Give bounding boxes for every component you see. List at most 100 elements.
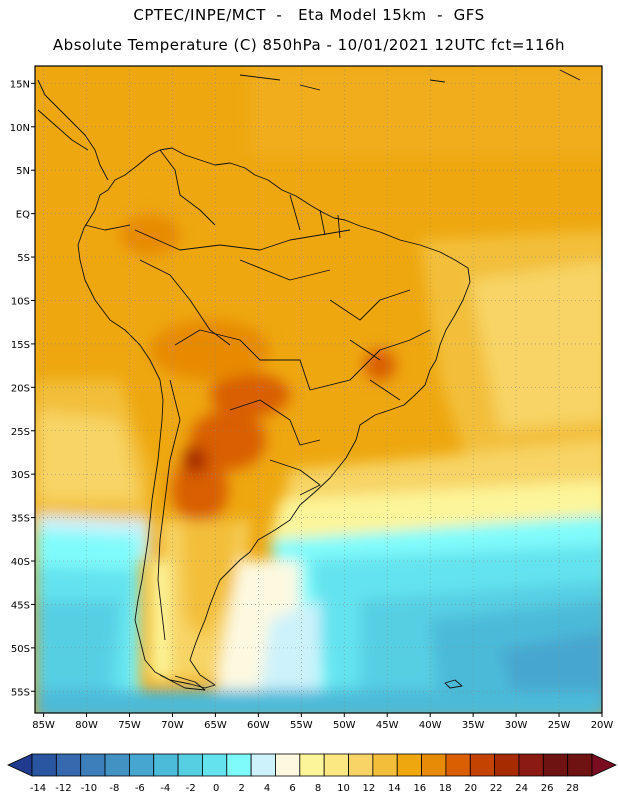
colorbar-tick-label: 18 <box>439 783 452 794</box>
colorbar-tick-label: 12 <box>363 783 376 794</box>
border-paraguay <box>229 399 321 446</box>
colorbar-bin <box>31 753 57 777</box>
colorbar-tick-label: 4 <box>264 783 270 794</box>
colorbar-tick-label: -12 <box>55 783 71 794</box>
border-uruguay <box>269 459 321 496</box>
border-brazil-states <box>239 259 411 401</box>
colorbar-tick-label: 24 <box>515 783 528 794</box>
colorbar-bin <box>80 753 106 777</box>
colorbar-bin <box>153 753 179 777</box>
lon-label: 55W <box>290 720 313 731</box>
south-america-coastline <box>77 147 471 689</box>
lat-label: 15N <box>10 79 30 90</box>
colorbar <box>7 753 617 777</box>
lat-label: 50S <box>11 644 30 655</box>
lon-label: 80W <box>75 720 98 731</box>
lat-label: 25S <box>11 427 30 438</box>
colorbar-bin <box>104 753 130 777</box>
colorbar-tick-label: 6 <box>289 783 295 794</box>
caribbean-islands <box>239 69 581 91</box>
colorbar-arrow-high <box>591 753 617 777</box>
colorbar-tick-label: 0 <box>213 783 219 794</box>
temperature-field <box>35 66 602 713</box>
border-amazon <box>134 229 351 251</box>
colorbar-bin <box>128 753 155 777</box>
border-brazil-east <box>309 329 431 391</box>
lon-label: 60W <box>247 720 270 731</box>
title-field: Absolute Temperature (C) 850hPa - 10/01/… <box>52 36 566 54</box>
colorbar-tick-label: -8 <box>109 783 119 794</box>
colorbar-tick-label: 26 <box>541 783 554 794</box>
border-guianas <box>289 194 341 239</box>
colorbar-bin <box>55 753 82 777</box>
colorbar-bin <box>494 753 520 777</box>
border-ecuador <box>84 224 131 231</box>
lon-label: 35W <box>462 720 485 731</box>
colorbar-bin <box>250 753 276 777</box>
lon-label: 75W <box>118 720 141 731</box>
lat-label: 40S <box>11 557 30 568</box>
border-venezuela-colombia <box>159 149 216 226</box>
colorbar-tick-label: 10 <box>337 783 350 794</box>
colorbar-bin <box>445 753 471 777</box>
central-america-coast <box>37 79 109 181</box>
lon-label: 85W <box>32 720 55 731</box>
colorbar-bin <box>202 753 228 777</box>
map-frame <box>34 65 603 714</box>
colorbar-tick-label: 16 <box>413 783 426 794</box>
colorbar-bin <box>396 753 422 777</box>
colorbar-tick-label: 20 <box>464 783 477 794</box>
coastlines-borders <box>37 69 581 691</box>
colorbar-bin <box>323 753 349 777</box>
lat-label: 15S <box>11 340 30 351</box>
lon-label: 65W <box>204 720 227 731</box>
colorbar-bin <box>299 753 325 777</box>
colorbar-tick-label: 2 <box>238 783 244 794</box>
lat-label: 5S <box>17 253 30 264</box>
longitude-labels: 85W 80W 75W 70W 65W 60W 55W 50W 45W 40W 35W 30W 25W 2… <box>32 713 613 731</box>
title-model: CPTEC/INPE/MCT - Eta Model 15km - GFS <box>133 6 485 24</box>
lat-label: EQ <box>16 210 30 221</box>
border-bolivia <box>174 329 311 391</box>
lon-label: 40W <box>419 720 442 731</box>
lat-label: 10N <box>10 123 30 134</box>
colorbar-bin <box>421 753 447 777</box>
colorbar-tick-label: -4 <box>160 783 170 794</box>
lat-label: 20S <box>11 383 30 394</box>
graticule <box>35 66 603 713</box>
lon-label: 25W <box>548 720 571 731</box>
latitude-labels: 15N 10N 5N EQ 5S 10S 15S 20S 25S 30S 35S 40S 45S 50S 5… <box>10 79 35 698</box>
colorbar-tick-label: -6 <box>135 783 145 794</box>
lon-label: 30W <box>505 720 528 731</box>
lat-label: 30S <box>11 470 30 481</box>
colorbar-tick-label: 22 <box>490 783 503 794</box>
tierra-del-fuego <box>159 674 206 691</box>
colorbar-arrow-low <box>7 753 33 777</box>
lon-label: 45W <box>376 720 399 731</box>
central-america-coast-north <box>37 109 89 151</box>
border-peru-brazil <box>139 259 231 346</box>
lat-label: 55S <box>11 687 30 698</box>
lat-label: 35S <box>11 514 30 525</box>
border-argentina-chile <box>157 379 181 641</box>
colorbar-bin <box>518 753 544 777</box>
colorbar-tick-label: -10 <box>81 783 97 794</box>
colorbar-bin <box>372 753 398 777</box>
colorbar-tick-label: 28 <box>566 783 579 794</box>
colorbar-bin <box>275 753 301 777</box>
lon-label: 50W <box>333 720 356 731</box>
colorbar-tick-label: -2 <box>186 783 196 794</box>
colorbar-tick-label: -14 <box>30 783 46 794</box>
colorbar-bin <box>226 753 252 777</box>
colorbar-bin <box>348 753 374 777</box>
lon-label: 70W <box>161 720 184 731</box>
lat-label: 5N <box>16 166 30 177</box>
colorbar-bin <box>542 753 569 777</box>
colorbar-tick-label: 8 <box>315 783 321 794</box>
lat-label: 45S <box>11 600 30 611</box>
falkland-islands <box>444 679 463 689</box>
colorbar-tick-label: 14 <box>388 783 401 794</box>
lat-label: 10S <box>11 296 30 307</box>
lon-label: 20W <box>591 720 614 731</box>
colorbar-bin <box>567 753 593 777</box>
